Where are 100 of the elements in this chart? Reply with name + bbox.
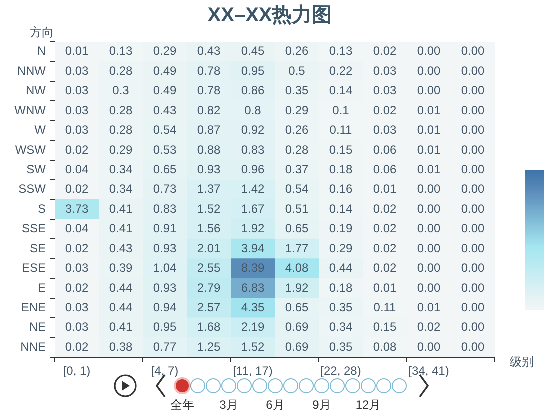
data-label: 0.00 <box>417 202 441 216</box>
data-label: 6.83 <box>241 280 265 295</box>
data-label: 0.78 <box>197 64 221 78</box>
data-label: 0.00 <box>461 300 485 315</box>
data-label: 0.49 <box>153 84 177 98</box>
y-tick-label: NE <box>29 320 46 334</box>
data-label: 0.95 <box>241 64 265 78</box>
y-tick-label: ENE <box>21 300 46 315</box>
data-label: 1.77 <box>285 241 309 256</box>
data-label: 1.92 <box>241 222 265 236</box>
data-label: 0.01 <box>65 44 89 58</box>
data-label: 0.03 <box>65 84 89 98</box>
data-label: 0.00 <box>461 280 485 295</box>
data-label: 0.00 <box>417 182 441 196</box>
data-label: 0.00 <box>461 44 485 58</box>
data-label: 0.65 <box>153 162 177 176</box>
y-tick-label: NNW <box>17 64 47 78</box>
data-label: 0.28 <box>109 64 133 78</box>
data-label: 0.53 <box>153 142 177 157</box>
data-label: 0.02 <box>65 340 89 354</box>
data-label: 0.02 <box>373 261 397 276</box>
data-label: 0.00 <box>461 340 485 354</box>
data-label: 0.26 <box>285 44 309 58</box>
data-label: 0.00 <box>417 84 441 98</box>
data-label: 0.94 <box>153 300 177 315</box>
data-label: 0.13 <box>109 44 133 58</box>
data-label: 0.69 <box>285 340 309 354</box>
data-label: 0.88 <box>197 142 221 157</box>
data-label: 0.00 <box>417 340 441 354</box>
data-label: 0.35 <box>329 300 353 315</box>
data-label: 0.02 <box>65 241 89 256</box>
data-label: 0.37 <box>285 162 309 176</box>
data-label: 0.86 <box>241 84 265 98</box>
data-label: 0.00 <box>417 280 441 295</box>
data-label: 0.83 <box>153 202 177 216</box>
data-label: 0.00 <box>461 320 485 334</box>
data-label: 0.00 <box>461 182 485 196</box>
data-label: 0.28 <box>285 142 309 157</box>
data-label: 0.02 <box>65 142 89 157</box>
data-label: 0.92 <box>241 123 265 138</box>
data-label: 0.14 <box>329 202 353 216</box>
data-label: 0.41 <box>109 202 133 216</box>
data-label: 0.00 <box>417 241 441 256</box>
data-label: 0.03 <box>373 123 397 138</box>
data-label: 0.03 <box>65 300 89 315</box>
data-label: 2.19 <box>241 320 265 334</box>
data-label: 0.08 <box>373 340 397 354</box>
data-label: 1.67 <box>241 202 265 216</box>
x-tick-label: [22, 28) <box>320 364 362 378</box>
data-label: 0.02 <box>373 241 397 256</box>
x-axis-title: 级别 <box>510 354 534 369</box>
data-label: 0.91 <box>153 222 177 236</box>
data-label: 0.87 <box>197 123 221 138</box>
data-label: 0.3 <box>112 84 130 98</box>
data-label: 0.15 <box>373 320 397 334</box>
data-label: 0.5 <box>288 64 306 78</box>
data-label: 1.04 <box>153 261 177 276</box>
data-label: 0.00 <box>461 162 485 176</box>
data-label: 0.02 <box>373 103 397 118</box>
data-label: 0.22 <box>329 64 353 78</box>
data-label: 0.00 <box>461 202 485 216</box>
data-label: 0.8 <box>244 103 262 118</box>
data-label: 0.14 <box>329 84 353 98</box>
data-label: 0.00 <box>461 261 485 276</box>
chart-title: XX–XX热力图 <box>208 4 332 27</box>
y-tick-label: W <box>34 123 47 138</box>
y-tick-label: N <box>37 44 46 58</box>
data-label: 0.11 <box>374 300 397 315</box>
data-label: 0.43 <box>197 44 221 58</box>
y-tick-label: S <box>38 202 46 216</box>
y-tick-label: WSW <box>15 142 47 157</box>
text: 全年 <box>170 398 194 412</box>
data-label: 0.93 <box>153 241 177 256</box>
data-label: 0.02 <box>65 280 89 295</box>
text: 3月 <box>220 398 238 412</box>
data-label: 0.44 <box>329 261 353 276</box>
data-label: 0.65 <box>285 300 309 315</box>
data-label: 0.02 <box>373 202 397 216</box>
data-label: 0.06 <box>373 142 397 157</box>
data-label: 0.03 <box>373 84 397 98</box>
data-label: 0.34 <box>329 320 353 334</box>
data-label: 0.82 <box>197 103 221 118</box>
data-label: 0.19 <box>329 222 353 236</box>
text: 6月 <box>266 398 285 412</box>
data-label: 0.00 <box>461 222 485 236</box>
data-label: 1.42 <box>241 182 265 196</box>
data-label: 0.01 <box>417 103 441 118</box>
x-tick-label: [34, 41) <box>408 364 450 378</box>
y-tick-label: NNE <box>20 340 46 354</box>
data-label: 0.83 <box>241 142 265 157</box>
data-label: 0.39 <box>109 261 133 276</box>
data-label: 3.94 <box>241 241 265 256</box>
data-label: 0.03 <box>65 123 89 138</box>
data-label: 0.00 <box>461 241 485 256</box>
data-label: 1.52 <box>197 202 221 216</box>
data-label: 0.28 <box>109 103 133 118</box>
data-label: 0.00 <box>461 103 485 118</box>
data-label: 4.08 <box>285 261 309 276</box>
data-label: 0.06 <box>373 162 397 176</box>
data-label: 0.29 <box>285 103 309 118</box>
